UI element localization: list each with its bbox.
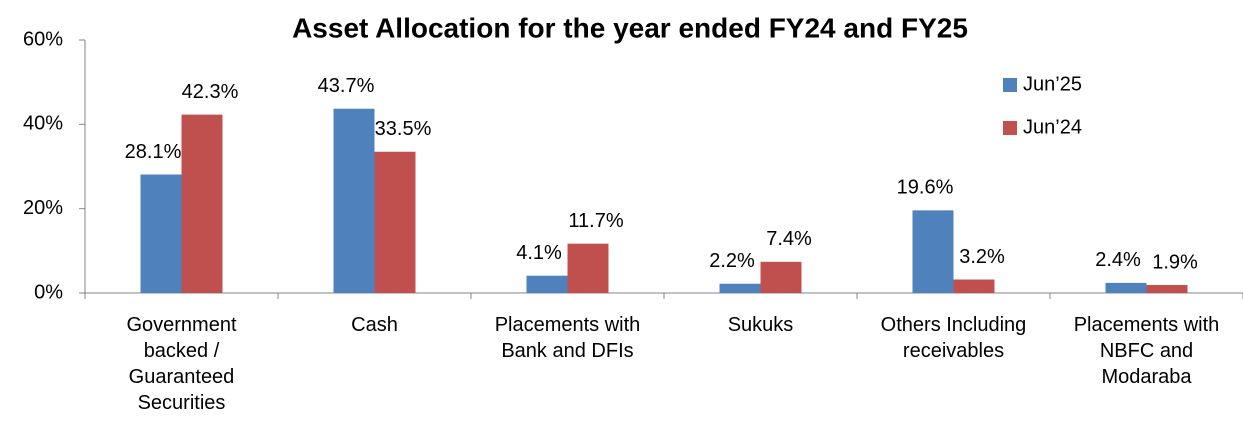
data-label: 2.2% bbox=[709, 250, 755, 272]
bar bbox=[333, 108, 375, 294]
bar bbox=[140, 174, 182, 293]
y-tick-label: 40% bbox=[23, 113, 63, 135]
legend-label: Jun’24 bbox=[1023, 116, 1082, 138]
legend-label: Jun’25 bbox=[1023, 73, 1082, 95]
legend-swatch bbox=[1003, 78, 1017, 92]
data-label: 4.1% bbox=[516, 242, 562, 264]
data-label: 7.4% bbox=[766, 228, 812, 250]
bar bbox=[181, 114, 223, 293]
x-tick-label: Others Including receivables bbox=[880, 314, 1027, 362]
y-tick-label: 0% bbox=[34, 281, 63, 303]
data-label: 43.7% bbox=[318, 75, 375, 97]
data-label: 42.3% bbox=[182, 81, 239, 103]
x-tick-label: Placements with NBFC and Modaraba bbox=[1073, 314, 1220, 388]
data-label: 19.6% bbox=[897, 177, 954, 199]
data-label: 33.5% bbox=[375, 118, 432, 140]
data-label: 2.4% bbox=[1095, 249, 1141, 271]
x-tick-label: Sukuks bbox=[727, 314, 794, 336]
x-tick-label: Government backed / Guaranteed Securitie… bbox=[126, 314, 237, 414]
data-label: 11.7% bbox=[568, 210, 623, 232]
data-label: 3.2% bbox=[959, 246, 1005, 268]
x-tick-label: Placements with Bank and DFIs bbox=[494, 314, 641, 362]
bar bbox=[567, 243, 609, 293]
data-label: 1.9% bbox=[1152, 251, 1198, 273]
y-tick-label: 20% bbox=[23, 197, 63, 219]
chart-title: Asset Allocation for the year ended FY24… bbox=[292, 12, 968, 43]
bar bbox=[719, 283, 761, 293]
data-label: 28.1% bbox=[125, 141, 182, 163]
y-tick-label: 60% bbox=[23, 28, 63, 50]
legend-swatch bbox=[1003, 121, 1017, 135]
bar bbox=[1105, 282, 1147, 293]
bar bbox=[526, 275, 568, 293]
bar bbox=[912, 210, 954, 293]
x-tick-label: Cash bbox=[351, 314, 398, 336]
bar bbox=[760, 261, 802, 293]
bar bbox=[374, 151, 416, 293]
bar bbox=[953, 279, 995, 293]
bar bbox=[1146, 284, 1188, 293]
